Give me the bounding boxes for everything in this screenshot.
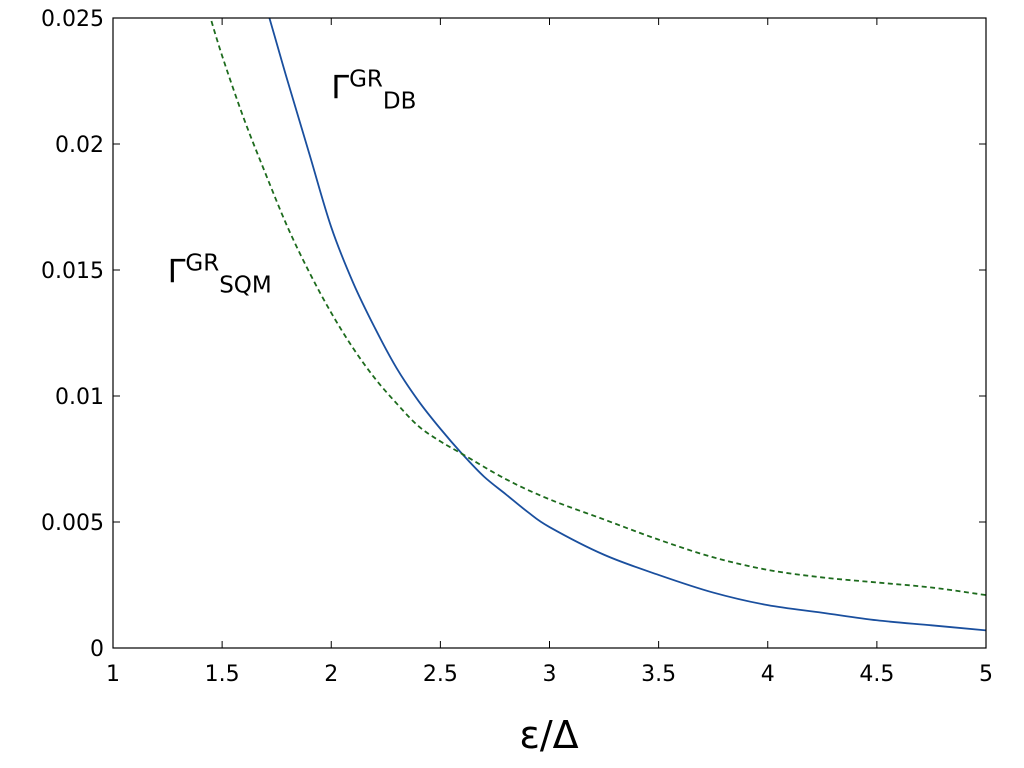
curve-label-base: Γ	[168, 253, 186, 291]
x-tick-label: 2	[324, 662, 338, 687]
x-tick-label: 4.5	[859, 662, 894, 687]
curve-label-superscript: GR	[185, 251, 219, 277]
series-layer	[209, 18, 986, 632]
x-tick-label: 2.5	[423, 662, 458, 687]
x-tick-label: 1	[106, 662, 120, 687]
y-tick-label: 0.005	[41, 511, 104, 536]
curve-label-subscript: SQM	[219, 273, 272, 299]
curve-label-base: Γ	[331, 69, 349, 107]
y-tick-label: 0.015	[41, 259, 104, 284]
curve-label-1: ΓGRDB	[331, 67, 416, 115]
plot-area: 1 1.5 2 2.5 3 3.5 4 4.5 5 0 0.005 0.01 0.015 0.02 0.0…	[41, 7, 993, 687]
x-axis-ticks: 1 1.5 2 2.5 3 3.5 4 4.5 5	[106, 18, 993, 687]
y-tick-label: 0.01	[55, 385, 104, 410]
y-tick-label: 0	[90, 637, 104, 662]
plot-frame	[112, 17, 987, 649]
series-line-2	[209, 18, 986, 596]
series-line-1	[268, 18, 986, 632]
x-axis-title: ε/Δ	[519, 713, 578, 757]
x-tick-label: 3	[543, 662, 557, 687]
curve-label-superscript: GR	[349, 67, 383, 93]
curve-label-2: ΓGRSQM	[168, 251, 272, 299]
y-tick-label: 0.02	[55, 133, 104, 158]
y-tick-label: 0.025	[41, 7, 104, 32]
y-axis-ticks: 0 0.005 0.01 0.015 0.02 0.025	[41, 7, 986, 662]
curve-label-subscript: DB	[383, 89, 417, 115]
x-tick-label: 4	[761, 662, 775, 687]
x-tick-label: 3.5	[641, 662, 676, 687]
x-tick-label: 1.5	[205, 662, 240, 687]
x-tick-label: 5	[979, 662, 993, 687]
